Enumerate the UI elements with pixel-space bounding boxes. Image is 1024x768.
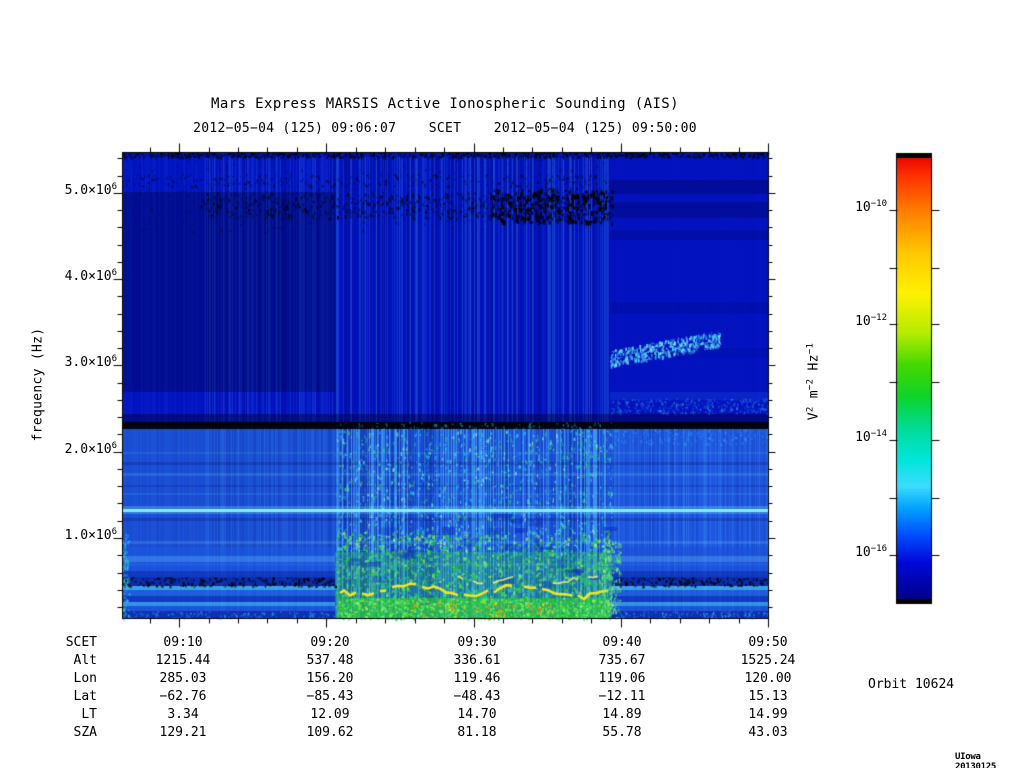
table-row-label: Lon (73, 671, 97, 686)
table-cell: −48.43 (453, 689, 501, 704)
colorbar-tick-exponent: −10 (870, 199, 887, 209)
y-tick-mantissa: 1.0×10 (64, 528, 112, 543)
y-tick-label: 3.0×106 (20, 354, 117, 370)
credit-stamp: UIowa 20130125 (955, 752, 996, 768)
unit-exponent: 2 (805, 406, 816, 413)
colorbar-tick-label: 10−12 (787, 313, 887, 329)
colorbar-tick-exponent: −16 (870, 544, 887, 554)
unit-text: Hz (806, 354, 822, 379)
y-tick-mantissa: 2.0×10 (64, 442, 112, 457)
colorbar-tick-mantissa: 10 (855, 430, 871, 445)
y-tick-exponent: 6 (111, 182, 117, 192)
table-row-label: Lat (73, 689, 97, 704)
unit-exponent: −2 (805, 378, 816, 391)
table-cell: 537.48 (306, 653, 354, 668)
colorbar-tick-mantissa: 10 (855, 314, 871, 329)
y-tick-exponent: 6 (111, 527, 117, 537)
y-tick-label: 1.0×106 (20, 527, 117, 543)
table-cell: 09:50 (748, 635, 788, 650)
colorbar-tick-exponent: −14 (870, 429, 887, 439)
table-row-label: SCET (65, 635, 97, 650)
orbit-label: Orbit 10624 (868, 677, 955, 692)
table-cell: 09:30 (457, 635, 497, 650)
colorbar-tick-exponent: −12 (870, 313, 887, 323)
table-cell: 156.20 (306, 671, 354, 686)
table-cell: 1215.44 (155, 653, 211, 668)
table-cell: 09:40 (602, 635, 642, 650)
table-cell: 15.13 (748, 689, 788, 704)
table-cell: 336.61 (453, 653, 501, 668)
table-cell: −62.76 (159, 689, 207, 704)
page-title: Mars Express MARSIS Active Ionospheric S… (211, 96, 679, 112)
y-tick-label: 4.0×106 (20, 268, 117, 284)
colorbar-tick-label: 10−10 (787, 199, 887, 215)
unit-text: V (806, 412, 822, 421)
table-cell: 14.70 (457, 707, 497, 722)
y-tick-label: 5.0×106 (20, 182, 117, 198)
colorbar-tick-mantissa: 10 (855, 545, 871, 560)
table-cell: 1525.24 (740, 653, 796, 668)
colorbar-tick-label: 10−16 (787, 544, 887, 560)
chart-subtitle: 2012−05−04 (125) 09:06:07 SCET 2012−05−0… (193, 121, 697, 136)
table-cell: 09:20 (310, 635, 350, 650)
y-tick-exponent: 6 (111, 354, 117, 364)
table-row-label: LT (81, 707, 97, 722)
table-cell: 09:10 (163, 635, 203, 650)
y-tick-mantissa: 3.0×10 (64, 355, 112, 370)
table-cell: 129.21 (159, 725, 207, 740)
table-cell: 119.06 (598, 671, 646, 686)
table-row-label: Alt (73, 653, 97, 668)
table-cell: 285.03 (159, 671, 207, 686)
y-tick-mantissa: 5.0×10 (64, 183, 112, 198)
y-tick-exponent: 6 (111, 441, 117, 451)
y-tick-mantissa: 4.0×10 (64, 269, 112, 284)
table-cell: 55.78 (602, 725, 642, 740)
table-cell: 14.89 (602, 707, 642, 722)
table-cell: −12.11 (598, 689, 646, 704)
table-cell: 14.99 (748, 707, 788, 722)
table-cell: 119.46 (453, 671, 501, 686)
y-tick-label: 2.0×106 (20, 441, 117, 457)
table-cell: 43.03 (748, 725, 788, 740)
colorbar-tick-mantissa: 10 (855, 200, 871, 215)
table-cell: −85.43 (306, 689, 354, 704)
unit-exponent: −1 (805, 342, 816, 355)
y-tick-exponent: 6 (111, 268, 117, 278)
colorbar-unit-label: V2 m−2 Hz−1 (805, 282, 822, 482)
table-cell: 109.62 (306, 725, 354, 740)
table-cell: 735.67 (598, 653, 646, 668)
table-cell: 120.00 (744, 671, 792, 686)
table-cell: 12.09 (310, 707, 350, 722)
colorbar-tick-label: 10−14 (787, 429, 887, 445)
table-row-label: SZA (73, 725, 97, 740)
unit-text: m (806, 390, 822, 407)
table-cell: 81.18 (457, 725, 497, 740)
table-cell: 3.34 (167, 707, 199, 722)
